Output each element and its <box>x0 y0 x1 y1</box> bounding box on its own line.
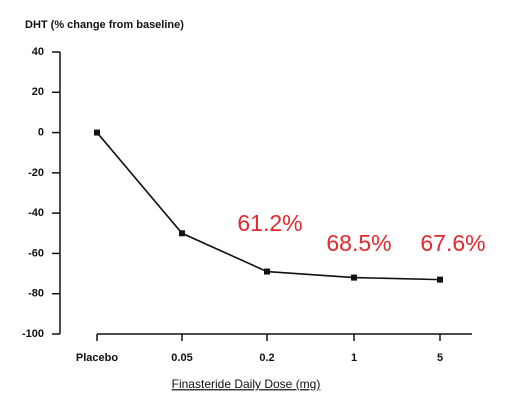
y-axis-label: DHT (% change from baseline) <box>25 19 184 31</box>
y-tick-label: -20 <box>28 167 44 179</box>
x-tick-label: 1 <box>351 352 357 364</box>
annotation: 68.5% <box>326 230 391 256</box>
y-tick-label: -80 <box>28 288 44 300</box>
data-point <box>94 129 100 136</box>
data-point <box>264 268 270 275</box>
annotation: 61.2% <box>237 210 302 236</box>
data-point <box>437 276 443 283</box>
y-tick-label: 40 <box>32 46 44 58</box>
x-tick-label: 0.05 <box>171 352 192 364</box>
y-tick-label: -40 <box>28 207 44 219</box>
series-line <box>96 132 441 281</box>
x-tick-label: 0.2 <box>259 352 274 364</box>
y-tick-label: -100 <box>22 328 44 340</box>
y-tick-label: 20 <box>32 86 44 98</box>
data-point <box>179 230 185 237</box>
y-tick-label: 0 <box>38 126 44 138</box>
y-tick-label: -60 <box>28 247 44 259</box>
data-point <box>351 274 357 281</box>
annotation: 67.6% <box>420 230 485 256</box>
x-axis-label: Finasteride Daily Dose (mg) <box>172 377 321 391</box>
x-tick-label: Placebo <box>76 352 118 364</box>
x-tick-label: 5 <box>437 352 443 364</box>
